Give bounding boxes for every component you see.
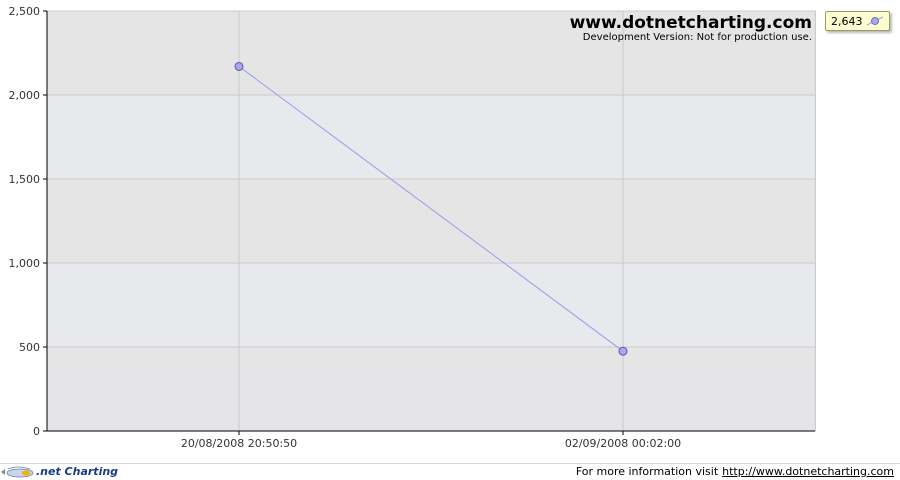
axes [43,10,815,435]
y-tick-label: 1,500 [9,173,41,186]
legend-entry-label: 2,643 [831,14,863,28]
chart-area: 0 500 1,000 1,500 2,000 2,500 20/08/2008 20:5… [9,5,816,450]
y-tick-label: 2,000 [9,89,41,102]
series-line-path [238,66,624,352]
watermark-title: www.dotnetcharting.com [570,13,812,33]
data-points [234,61,628,356]
footer-logo[interactable]: .net Charting [0,465,118,478]
x-tick-label: 02/09/2008 00:02:00 [565,437,681,450]
data-point-marker [234,61,244,71]
y-tick-label: 1,000 [9,257,41,270]
y-tick-label: 500 [19,341,40,354]
plot-band [47,347,815,431]
data-point-marker [618,346,628,356]
dotnetcharting-logo-icon [1,466,34,478]
series-line [238,66,624,352]
grid-lines [47,10,815,432]
y-tick-labels: 0 500 1,000 1,500 2,000 2,500 [9,5,41,438]
legend-line-marker-icon [866,16,883,26]
watermark-subtitle: Development Version: Not for production … [583,32,812,43]
footer-info: For more information visit http://www.dot… [576,465,894,478]
footer-logo-text: .net Charting [36,465,119,478]
legend: 2,643 [825,11,890,31]
footer-link[interactable]: http://www.dotnetcharting.com [722,465,894,478]
footer-info-text: For more information visit [575,465,719,478]
plot-band [47,263,815,347]
x-tick-label: 20/08/2008 20:50:50 [181,437,297,450]
y-tick-label: 2,500 [9,5,41,18]
y-tick-label: 0 [33,425,40,438]
plot-band [47,11,815,95]
plot-band [47,95,815,179]
plot-band [47,179,815,263]
x-tick-labels: 20/08/2008 20:50:50 02/09/2008 00:02:00 [181,437,681,450]
footer-bar: .net Charting For more information visit… [0,463,900,480]
